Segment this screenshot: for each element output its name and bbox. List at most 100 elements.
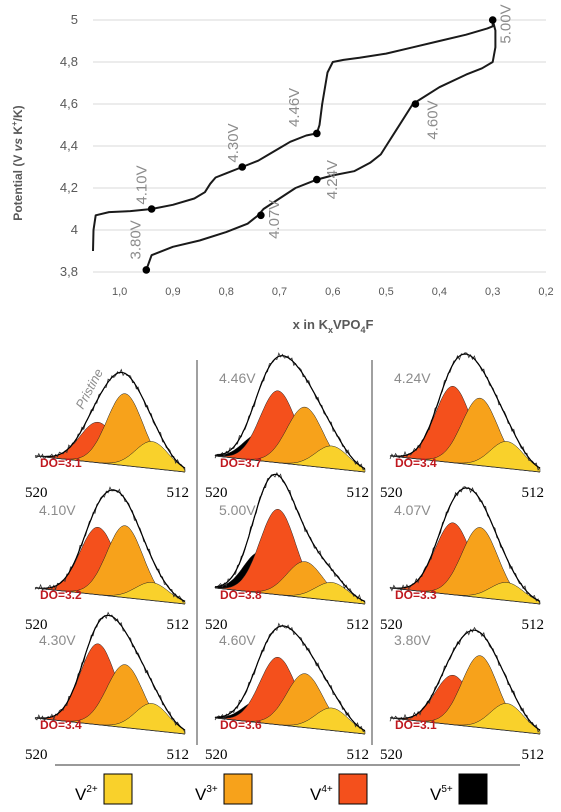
xps-panel: 3.80V DO=3.1 520 512 [380, 626, 545, 763]
x-tick-label: 512 [522, 747, 545, 763]
point-label: 3.80V [127, 220, 144, 259]
point-label: 4.30V [225, 123, 242, 162]
xps-panel: 4.30V DO=3.4 520 512 [25, 611, 190, 763]
legend-swatch [338, 773, 368, 805]
oxidation-degree-label: DO=3.6 [220, 718, 262, 732]
x-tick-label: 0,3 [485, 286, 500, 298]
spectrum-fit [214, 355, 366, 470]
data-point [257, 211, 265, 220]
x-tick-label: 0,6 [325, 286, 340, 298]
legend: V2+ V3+ V4+ V5+ [55, 764, 520, 805]
point-label: 5.00V [498, 4, 515, 43]
legend-swatch [103, 773, 133, 805]
x-tick-label: 0,4 [432, 286, 447, 298]
charge-curve [92, 20, 494, 252]
panel-voltage-label: 4.10V [39, 502, 76, 518]
x-tick-label: 0,5 [378, 286, 393, 298]
x-tick-label: 512 [347, 747, 370, 763]
spectrum-fit [214, 625, 366, 732]
x-tick-label: 520 [205, 485, 228, 501]
legend-swatch [223, 773, 253, 805]
baseline [214, 455, 366, 473]
baseline [389, 455, 541, 473]
spectrum-fit [34, 489, 186, 602]
xps-panel: 4.60V DO=3.6 520 512 [205, 622, 370, 763]
x-tick-label: 520 [25, 747, 48, 763]
data-point [488, 16, 497, 24]
xps-panel: 5.00V DO=3.8 520 512 [205, 471, 370, 633]
y-tick-label: 5 [71, 12, 78, 27]
baseline [389, 717, 541, 735]
data-point [313, 129, 321, 138]
x-tick-label: 520 [380, 485, 403, 501]
baseline [214, 717, 366, 735]
x-tick-label: 512 [347, 485, 370, 501]
x-title-end: F [365, 317, 373, 332]
baseline [34, 717, 186, 735]
oxidation-degree-label: DO=3.4 [40, 718, 82, 732]
discharge-curve [145, 19, 497, 271]
oxidation-degree-label: DO=3.3 [395, 588, 437, 602]
xps-panel: 4.10V DO=3.2 520 512 [25, 486, 190, 633]
x-tick-label: 512 [522, 617, 545, 633]
baseline [34, 455, 186, 473]
oxidation-degree-label: DO=3.7 [220, 456, 262, 470]
legend-label: V5+ [430, 784, 453, 804]
panel-voltage-label: 4.07V [394, 502, 431, 518]
y-tick-label: 4 [71, 222, 78, 237]
oxidation-degree-label: DO=3.8 [220, 588, 262, 602]
y-tick-label: 4,8 [60, 54, 78, 69]
spectrum-fit [389, 629, 541, 731]
axis-titles: Potential (V vs K+/K) x in KxVPO4F [10, 105, 373, 335]
x-tick-label: 512 [522, 485, 545, 501]
spectrum-fit [34, 614, 186, 731]
x-title-sub1: x [328, 325, 333, 335]
point-label: 4.07V [266, 200, 283, 239]
xps-panels: Pristine DO=3.1 520 512 4.46V DO=3.7 520 512 4.2… [25, 352, 545, 763]
x-tick-label: 520 [205, 617, 228, 633]
oxidation-degree-label: DO=3.2 [40, 588, 82, 602]
oxidation-degree-label: DO=3.1 [40, 456, 82, 470]
y-tick-label: 4,6 [60, 96, 78, 111]
x-tick-label: 512 [167, 747, 190, 763]
potential-chart: 3,8 4 4,2 4,4 4,6 4,8 5 1,0 0,9 0,8 0,7 0,6 0,5 0,4 0,… [60, 4, 554, 298]
panel-voltage-label: 4.24V [394, 370, 431, 386]
y-title-pre: Potential (V [11, 151, 25, 220]
panel-voltage-label: Pristine [72, 366, 106, 411]
legend-swatch [458, 773, 488, 805]
x-tick-label: 512 [347, 617, 370, 633]
y-axis-title: Potential (V vs K+/K) [10, 105, 25, 220]
xps-panel: 4.46V DO=3.7 520 512 [205, 352, 370, 501]
point-label: 4.24V [324, 160, 341, 199]
x-tick-label: 512 [167, 485, 190, 501]
spectrum-fit [34, 371, 186, 469]
data-point [238, 163, 247, 171]
spectrum-fit [214, 473, 366, 602]
x-tick-label: 0,2 [538, 286, 553, 298]
point-label: 4.46V [286, 88, 303, 127]
data-point [142, 266, 151, 274]
x-tick-label: 512 [167, 617, 190, 633]
data-point [147, 205, 156, 213]
x-title-main: x in K [293, 317, 329, 332]
panel-voltage-label: 4.30V [39, 632, 76, 648]
x-tick-label: 520 [380, 617, 403, 633]
panel-voltage-label: 4.60V [219, 632, 256, 648]
panel-voltage-label: 5.00V [219, 502, 256, 518]
x-axis-title: x in KxVPO4F [293, 317, 374, 335]
x-title-mid: VPO [333, 317, 360, 332]
x-tick-label: 1,0 [112, 286, 127, 298]
y-tick-label: 4,2 [60, 180, 78, 195]
baseline [214, 587, 366, 605]
y-tick-label: 3,8 [60, 264, 78, 279]
data-point [313, 175, 321, 184]
oxidation-degree-label: DO=3.4 [395, 456, 437, 470]
xps-panel: Pristine DO=3.1 520 512 [25, 366, 189, 501]
x-tick-label: 520 [25, 617, 48, 633]
baseline [389, 587, 541, 605]
oxidation-degree-label: DO=3.1 [395, 718, 437, 732]
baseline [34, 587, 186, 605]
x-tick-label: 0,9 [165, 286, 180, 298]
panel-voltage-label: 4.46V [219, 370, 256, 386]
